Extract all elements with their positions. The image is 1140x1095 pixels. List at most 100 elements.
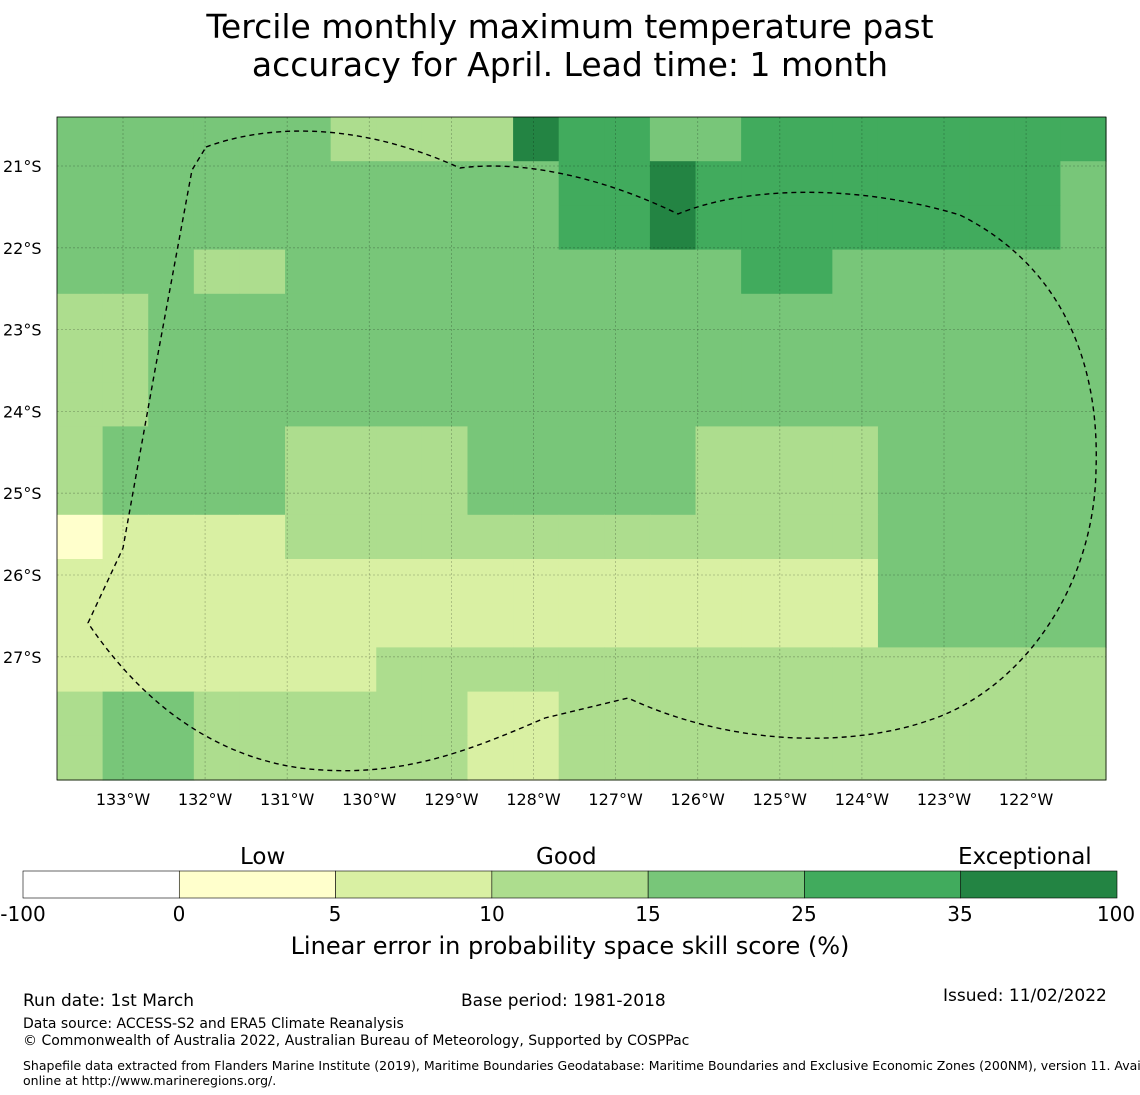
- grid-cell: [558, 205, 605, 251]
- grid-cell: [421, 293, 469, 339]
- grid-cell: [467, 338, 514, 383]
- grid-cell: [239, 426, 286, 472]
- grid-cell: [102, 338, 149, 383]
- grid-cell: [239, 691, 286, 737]
- grid-cell: [330, 205, 377, 251]
- grid-cell: [330, 514, 377, 560]
- grid-cell: [376, 117, 423, 162]
- grid-cell: [330, 647, 377, 693]
- grid-cell: [513, 205, 560, 251]
- grid-cell: [57, 205, 104, 251]
- grid-cell: [193, 161, 241, 206]
- grid-cell: [695, 249, 742, 295]
- grid-cell: [513, 338, 560, 383]
- grid-cell: [467, 249, 514, 295]
- base-period: Base period: 1981-2018: [461, 991, 666, 1011]
- shapefile-credit-line-1: Shapefile data extracted from Flanders M…: [23, 1058, 1140, 1073]
- grid-cell: [604, 691, 651, 737]
- grid-cell: [102, 514, 149, 560]
- grid-cell: [558, 382, 605, 427]
- grid-cell: [193, 691, 241, 737]
- grid-cell: [148, 514, 195, 560]
- grid-cell: [923, 249, 970, 295]
- grid-cell: [513, 161, 560, 206]
- grid-cell: [923, 338, 970, 383]
- longitude-label: 129°W: [424, 790, 479, 809]
- grid-cell: [832, 161, 879, 206]
- grid-cell: [786, 691, 833, 737]
- grid-cell: [1014, 426, 1061, 472]
- latitude-label: 22°S: [3, 239, 42, 258]
- grid-cell: [376, 426, 423, 472]
- grid-cell: [923, 514, 970, 560]
- grid-cell: [969, 559, 1016, 604]
- grid-cell: [558, 338, 605, 383]
- grid-cell: [923, 559, 970, 604]
- grid-cell: [695, 470, 742, 516]
- grid-cell: [421, 205, 469, 251]
- grid-cell: [239, 603, 286, 648]
- grid-cell: [558, 470, 605, 516]
- grid-cell: [877, 470, 925, 516]
- grid-cell: [695, 382, 742, 427]
- grid-cell: [1014, 470, 1061, 516]
- grid-cell: [285, 514, 332, 560]
- latitude-label: 23°S: [3, 321, 42, 340]
- longitude-label: 132°W: [178, 790, 233, 809]
- grid-cell: [832, 559, 879, 604]
- grid-cell: [513, 426, 560, 472]
- grid-cell: [786, 603, 833, 648]
- grid-cell: [604, 426, 651, 472]
- grid-cell: [148, 293, 195, 339]
- grid-cell: [1014, 559, 1061, 604]
- grid-cell: [649, 514, 697, 560]
- grid-cell: [923, 426, 970, 472]
- graticule: [57, 117, 1106, 780]
- grid-cell: [285, 735, 332, 781]
- grid-cell: [786, 735, 833, 781]
- grid-cell: [376, 603, 423, 648]
- grid-cell: [285, 470, 332, 516]
- eez-boundary: [87, 130, 1097, 772]
- grid-cell: [376, 249, 423, 295]
- grid-cell: [649, 470, 697, 516]
- grid-cell: [330, 338, 377, 383]
- grid-cell: [57, 382, 104, 427]
- grid-cell: [421, 161, 469, 206]
- grid-cell: [695, 514, 742, 560]
- grid-cell: [832, 514, 879, 560]
- grid-cell: [558, 559, 605, 604]
- grid-cell: [239, 117, 286, 162]
- grid-cell: [285, 559, 332, 604]
- grid-cell: [285, 249, 332, 295]
- grid-cell: [604, 514, 651, 560]
- grid-cell: [877, 293, 925, 339]
- grid-cell: [376, 647, 423, 693]
- longitude-label: 131°W: [260, 790, 315, 809]
- grid-cell: [193, 249, 241, 295]
- grid-cell: [1060, 514, 1107, 560]
- grid-cell: [695, 426, 742, 472]
- grid-cell: [786, 338, 833, 383]
- grid-cell: [923, 293, 970, 339]
- grid-cell: [558, 293, 605, 339]
- grid-cell: [1060, 691, 1107, 737]
- chart-title-line-2: accuracy for April. Lead time: 1 month: [251, 45, 889, 84]
- colorbar-tick: 35: [947, 902, 973, 926]
- grid-cell: [604, 293, 651, 339]
- grid-cell: [741, 647, 788, 693]
- grid-cell: [421, 249, 469, 295]
- colorbar-segment: [491, 870, 649, 899]
- grid-cell: [285, 426, 332, 472]
- grid-cell: [193, 205, 241, 251]
- grid-cell: [877, 382, 925, 427]
- grid-cell: [193, 603, 241, 648]
- grid-cell: [513, 514, 560, 560]
- colorbar-tick: -100: [0, 902, 46, 926]
- grid-cell: [649, 293, 697, 339]
- grid-cell: [832, 293, 879, 339]
- grid-cell: [923, 470, 970, 516]
- grid-cell: [969, 470, 1016, 516]
- grid-cell: [513, 603, 560, 648]
- grid-cell: [239, 205, 286, 251]
